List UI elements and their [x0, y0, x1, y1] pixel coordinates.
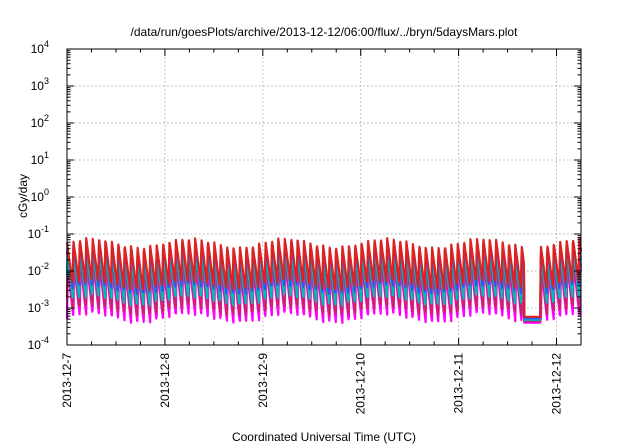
x-tick-label: 2013-12-11 — [452, 353, 466, 414]
y-tick-base: 10 — [28, 301, 42, 315]
y-tick-base: 10 — [31, 190, 45, 204]
chart-title: /data/run/goesPlots/archive/2013-12-12/0… — [131, 25, 519, 39]
y-tick-label: 10-4 — [28, 335, 49, 352]
y-tick-exponent: 1 — [44, 150, 49, 160]
y-tick-label: 10-1 — [28, 224, 49, 241]
y-tick-label: 100 — [31, 187, 49, 204]
y-tick-exponent: -3 — [41, 298, 49, 308]
y-tick-base: 10 — [31, 153, 45, 167]
series-layer — [65, 237, 583, 324]
y-tick-base: 10 — [31, 79, 45, 93]
y-tick-base: 10 — [31, 116, 45, 130]
y-tick-base: 10 — [28, 227, 42, 241]
x-tick-label: 2013-12-8 — [158, 353, 172, 408]
x-tick-label: 2013-12-7 — [60, 353, 74, 408]
ticks — [66, 48, 581, 346]
y-tick-label: 103 — [31, 76, 49, 93]
y-tick-exponent: 2 — [44, 113, 49, 123]
y-tick-label: 104 — [31, 39, 49, 56]
y-tick-base: 10 — [28, 264, 42, 278]
y-tick-exponent: -1 — [41, 224, 49, 234]
x-tick-label: 2013-12-12 — [550, 353, 564, 415]
x-tick-label: 2013-12-9 — [256, 353, 270, 408]
y-tick-exponent: -2 — [41, 261, 49, 271]
y-tick-base: 10 — [28, 338, 42, 352]
y-tick-exponent: -4 — [41, 335, 49, 345]
y-tick-base: 10 — [31, 42, 45, 56]
y-tick-label: 10-3 — [28, 298, 49, 315]
y-tick-exponent: 3 — [44, 76, 49, 86]
y-tick-label: 102 — [31, 113, 49, 130]
x-tick-labels: 2013-12-7 2013-12-8 2013-12-9 2013-12-10 201… — [60, 353, 564, 415]
y-tick-exponent: 0 — [44, 187, 49, 197]
x-tick-label: 2013-12-10 — [354, 353, 368, 415]
y-tick-exponent: 4 — [44, 39, 49, 49]
x-axis-label: Coordinated Universal Time (UTC) — [232, 430, 416, 444]
y-tick-label: 101 — [31, 150, 49, 167]
series-line — [65, 237, 583, 318]
y-axis-label: cGy/day — [16, 174, 30, 218]
y-tick-label: 10-2 — [28, 261, 49, 278]
